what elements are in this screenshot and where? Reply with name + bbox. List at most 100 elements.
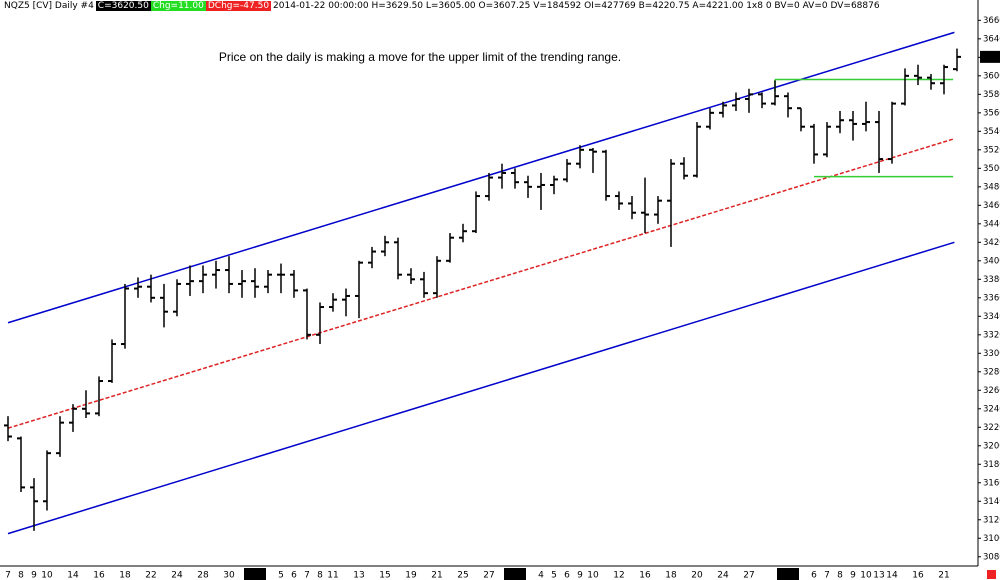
- trend-line: [7, 138, 955, 429]
- x-tick-label: 27: [483, 571, 494, 580]
- ohlc-bar: [225, 256, 233, 294]
- annotation: Price on the daily is making a move for …: [219, 50, 621, 64]
- ohlc-bar: [4, 416, 12, 442]
- x-tick-label: 25: [457, 571, 468, 580]
- ohlc-bar: [316, 302, 324, 345]
- x-tick-label: 8: [18, 571, 24, 580]
- ohlc-bar: [706, 108, 714, 130]
- y-tick-label: 3400.00: [983, 256, 1000, 266]
- ohlc-bar: [862, 101, 870, 132]
- y-tick-label: 3660.00: [983, 16, 1000, 26]
- ohlc-bar: [407, 268, 415, 284]
- x-tick-label: 9: [577, 571, 583, 580]
- x-tick-label: 14: [886, 571, 898, 580]
- change-box: Chg=11.00: [150, 1, 206, 11]
- x-label-highlight: [504, 568, 526, 580]
- ohlc-bar: [784, 92, 792, 118]
- x-tick-label: 7: [824, 571, 830, 580]
- ohlc-bar: [160, 283, 168, 328]
- x-tick-label: 22: [145, 571, 156, 580]
- y-tick-label: 3260.00: [983, 386, 1000, 396]
- ohlc-bar: [56, 416, 64, 457]
- ohlc-bar: [524, 175, 532, 198]
- y-tick-label: 3180.00: [983, 460, 1000, 470]
- ohlc-bar: [238, 270, 246, 298]
- x-tick-label: 12: [613, 571, 624, 580]
- trend-line: [7, 31, 955, 324]
- x-tick-label: 30: [223, 571, 235, 580]
- ohlc-bar: [680, 157, 688, 180]
- header: NQZ5 [CV] Daily #4 C=3620.50 Chg=11.00 DChg…: [2, 1, 882, 11]
- y-tick-label: 3500.00: [983, 164, 1000, 174]
- y-tick-label: 3520.00: [983, 145, 1000, 155]
- ohlc-bar: [290, 270, 298, 298]
- ohlc-bar: [589, 147, 597, 173]
- ohlc-bar: [342, 288, 350, 317]
- y-tick-label: 3240.00: [983, 404, 1000, 414]
- daily-change-box: DChg=-47.50: [205, 1, 272, 11]
- x-tick-label: 21: [938, 571, 949, 580]
- y-tick-label: 3080.00: [983, 552, 1000, 562]
- x-tick-label: 2014: [777, 571, 800, 580]
- x-tick-label: 16: [912, 571, 924, 580]
- ohlc-bar: [264, 270, 272, 294]
- ohlc-bar: [563, 159, 571, 183]
- ohlc-bar: [251, 268, 259, 298]
- ohlc-bar: [511, 168, 519, 189]
- y-tick-label: 3300.00: [983, 349, 1000, 359]
- y-tick-label: 3460.00: [983, 201, 1000, 211]
- ohlc-bar: [654, 196, 662, 224]
- status-indicator: [987, 570, 996, 579]
- ohlc-bar: [797, 107, 805, 132]
- ohlc-bar: [550, 175, 558, 195]
- x-tick-label: 8: [317, 571, 323, 580]
- ohlc-bar: [69, 404, 77, 432]
- x-tick-label: Nov: [246, 571, 264, 580]
- x-tick-label: 4: [538, 571, 544, 580]
- ohlc-bar: [277, 263, 285, 294]
- x-tick-label: 18: [119, 571, 131, 580]
- ohlc-bar: [641, 177, 649, 234]
- x-tick-label: 16: [639, 571, 651, 580]
- quote-info: 2014-01-22 00:00:00 H=3629.50 L=3605.00 …: [273, 1, 880, 11]
- x-tick-label: 9: [850, 571, 856, 580]
- ohlc-bar: [537, 172, 545, 210]
- x-tick-label: 9: [31, 571, 37, 580]
- x-tick-label: 8: [837, 571, 843, 580]
- x-tick-label: 18: [665, 571, 677, 580]
- y-tick-label: 3100.00: [983, 534, 1000, 544]
- ohlc-bar: [381, 235, 389, 257]
- x-tick-label: 6: [811, 571, 817, 580]
- x-tick-label: 28: [197, 571, 209, 580]
- x-label-highlight: [244, 568, 266, 580]
- close-box: C=3620.50: [95, 1, 151, 11]
- ohlc-bar: [823, 122, 831, 158]
- ohlc-bar: [186, 265, 194, 296]
- y-tick-label: 3540.00: [983, 127, 1000, 137]
- x-tick-label: 19: [405, 571, 417, 580]
- x-tick-label: 10: [41, 571, 53, 580]
- ohlc-bar: [615, 191, 623, 210]
- trend-line: [7, 241, 955, 535]
- x-tick-label: 16: [93, 571, 105, 580]
- y-tick-label: 3560.00: [983, 108, 1000, 118]
- x-tick-label: 14: [67, 571, 79, 580]
- ohlc-bar: [329, 293, 337, 312]
- ohlc-bar: [901, 68, 909, 106]
- ohlc-bar: [134, 277, 142, 298]
- ohlc-bar: [732, 92, 740, 111]
- ohlc-bar: [693, 122, 701, 178]
- ohlc-bar: [108, 339, 116, 383]
- x-tick-label: 13: [353, 571, 364, 580]
- ohlc-bar: [836, 110, 844, 134]
- ohlc-bar: [940, 64, 948, 95]
- y-tick-label: 3200.00: [983, 441, 1000, 451]
- ohlc-bar: [667, 159, 675, 247]
- y-tick-label: 3120.00: [983, 515, 1000, 525]
- ohlc-bar: [394, 237, 402, 280]
- y-tick-label: 3420.00: [983, 238, 1000, 248]
- x-tick-label: 24: [171, 571, 183, 580]
- ohlc-bar: [719, 101, 727, 118]
- ohlc-bar: [810, 123, 818, 164]
